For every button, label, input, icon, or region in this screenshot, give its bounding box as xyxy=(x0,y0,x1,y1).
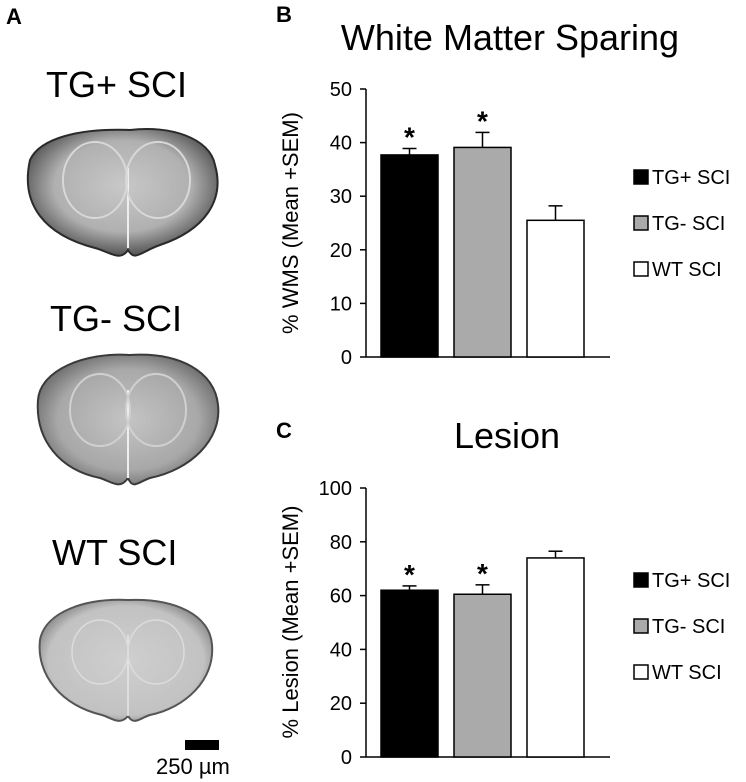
significance-marker-tgminus-sci: * xyxy=(477,105,488,136)
legend-swatch-wt-sci xyxy=(633,261,649,277)
y-tick-label: 80 xyxy=(330,532,352,554)
significance-marker-tgplus-sci: * xyxy=(404,559,415,590)
chart-c-bars: * * xyxy=(380,550,585,758)
chart-b-legend: TG+ SCI TG- SCI WT SCI xyxy=(633,167,730,281)
y-tick-label: 60 xyxy=(330,586,352,608)
legend-swatch-tgplus-sci xyxy=(633,169,649,185)
y-tick-label: 0 xyxy=(341,347,352,369)
legend-label-tgplus-sci: TG+ SCI xyxy=(652,570,730,592)
scale-bar xyxy=(185,740,219,750)
y-tick-label: 20 xyxy=(330,240,352,262)
y-tick-label: 10 xyxy=(330,293,352,315)
section-label-tg-plus: TG+ SCI xyxy=(46,64,188,105)
significance-marker-tgminus-sci: * xyxy=(477,558,488,589)
legend-label-wt-sci: WT SCI xyxy=(652,259,722,281)
legend-label-wt-sci: WT SCI xyxy=(652,662,722,684)
legend-swatch-tgplus-sci xyxy=(633,572,649,588)
legend-swatch-tgminus-sci xyxy=(633,215,649,231)
legend-label-tgminus-sci: TG- SCI xyxy=(652,616,725,638)
bar-tgplus-sci xyxy=(380,589,439,758)
y-tick-label: 20 xyxy=(330,693,352,715)
chart-b-ylabel: % WMS (Mean +SEM) xyxy=(278,112,303,334)
panel-a-letter: A xyxy=(6,4,22,29)
chart-b-bars: ** xyxy=(380,105,585,358)
y-tick-label: 40 xyxy=(330,639,352,661)
y-tick-label: 40 xyxy=(330,133,352,155)
bar-tgminus-sci xyxy=(453,593,512,758)
panel-b-letter: B xyxy=(276,2,292,27)
panel-c-letter: C xyxy=(276,418,292,443)
y-tick-label: 100 xyxy=(319,478,352,500)
legend-label-tgminus-sci: TG- SCI xyxy=(652,213,725,235)
significance-marker-tgplus-sci: * xyxy=(404,121,415,152)
section-label-tg-minus: TG- SCI xyxy=(50,298,182,339)
legend-label-tgplus-sci: TG+ SCI xyxy=(652,167,730,189)
y-tick-label: 30 xyxy=(330,186,352,208)
chart-c-title: Lesion xyxy=(454,415,560,456)
chart-c-ylabel: % Lesion (Mean +SEM) xyxy=(278,506,303,739)
bar-tgplus-sci xyxy=(380,154,439,358)
legend-swatch-tgminus-sci xyxy=(633,618,649,634)
bar-wt-sci xyxy=(526,557,585,758)
bar-tgminus-sci xyxy=(453,146,512,358)
legend-swatch-wt-sci xyxy=(633,664,649,680)
y-tick-label: 50 xyxy=(330,79,352,101)
scale-bar-label: 250 µm xyxy=(156,754,230,779)
chart-b-axes: 0 10 20 30 40 50 xyxy=(330,79,610,369)
y-tick-label: 0 xyxy=(341,747,352,769)
chart-c-legend: TG+ SCI TG- SCI WT SCI xyxy=(633,570,730,684)
chart-b-title: White Matter Sparing xyxy=(341,17,679,58)
section-label-wt: WT SCI xyxy=(52,532,178,573)
